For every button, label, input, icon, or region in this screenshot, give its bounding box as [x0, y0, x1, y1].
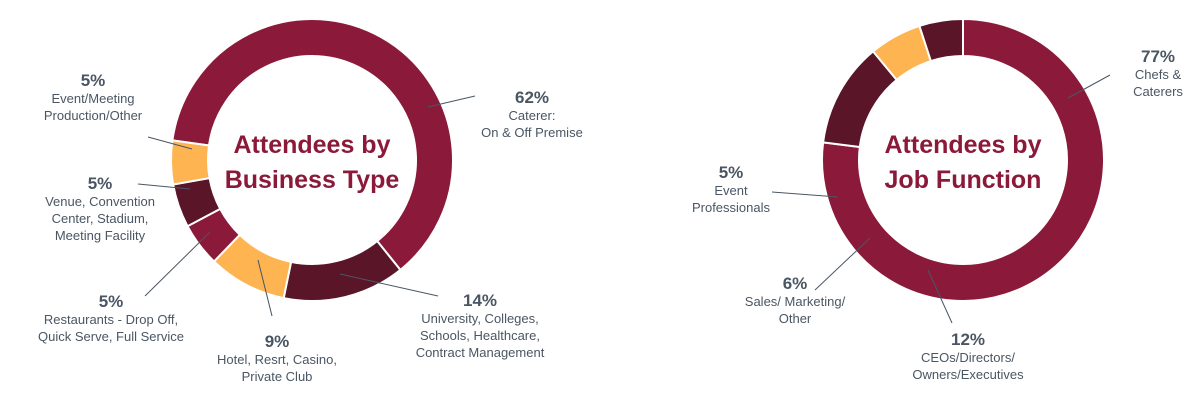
leader-line-1 — [1067, 74, 1111, 99]
slice-category-label: Chefs & — [1135, 67, 1182, 82]
donut-slice-4 — [918, 17, 964, 63]
slice-category-label: Venue, Convention — [45, 194, 155, 209]
donut-chart-1: 62%Caterer: On & Off Premise 14%University… — [38, 18, 583, 384]
slice-percent-label: 9% — [265, 332, 290, 351]
donut-chart-2: 77%Chefs & Caterers 12%CEOs/Directors/Owne… — [692, 17, 1183, 382]
slice-category-label: Professionals — [692, 200, 771, 215]
slice-category-label: Contract Management — [416, 345, 545, 360]
slice-category-label: Sales/ Marketing/ — [745, 294, 846, 309]
donut-slice-1 — [821, 17, 1105, 302]
slice-percent-label: 5% — [99, 292, 124, 311]
slice-category-label: Caterer: — [509, 108, 556, 123]
slice-category-label: Event/Meeting — [51, 91, 134, 106]
chart-title-line: Attendees by — [234, 131, 391, 159]
leader-line-4 — [144, 231, 211, 297]
slice-category-label: On & Off Premise — [481, 125, 583, 140]
leader-line-2 — [339, 273, 439, 297]
slice-category-label: Production/Other — [44, 108, 143, 123]
chart-title-line: Business Type — [225, 166, 400, 194]
slice-category-label: Quick Serve, Full Service — [38, 329, 184, 344]
leader-line-2 — [927, 269, 953, 324]
leader-line-3 — [257, 259, 273, 317]
leader-line-5 — [137, 183, 191, 190]
slice-percent-label: 5% — [88, 174, 113, 193]
slice-category-label: Schools, Healthcare, — [420, 328, 540, 343]
slice-category-label: Meeting Facility — [55, 228, 146, 243]
donut-slice-6 — [170, 139, 211, 186]
chart-title-line: Job Function — [885, 166, 1042, 194]
leader-line-6 — [147, 136, 193, 150]
slice-category-label: Other — [779, 311, 812, 326]
slice-percent-label: 6% — [783, 274, 808, 293]
slice-category-label: Owners/Executives — [912, 367, 1024, 382]
leader-line-4 — [771, 191, 839, 198]
slice-percent-label: 62% — [515, 88, 549, 107]
slice-category-label: Event — [714, 183, 748, 198]
slice-category-label: CEOs/Directors/ — [921, 350, 1015, 365]
donut-slice-2 — [282, 239, 402, 302]
slice-percent-label: 12% — [951, 330, 985, 349]
leader-line-3 — [814, 237, 871, 291]
leader-line-1 — [427, 95, 476, 108]
slice-percent-label: 5% — [719, 163, 744, 182]
slice-percent-label: 14% — [463, 291, 497, 310]
slice-category-label: Center, Stadium, — [52, 211, 149, 226]
slice-category-label: Private Club — [242, 369, 313, 384]
donut-slice-1 — [171, 18, 454, 272]
slice-category-label: Caterers — [1133, 84, 1183, 99]
slice-percent-label: 77% — [1141, 47, 1175, 66]
slice-category-label: Hotel, Resrt, Casino, — [217, 352, 337, 367]
slice-percent-label: 5% — [81, 71, 106, 90]
chart-title-line: Attendees by — [885, 131, 1042, 159]
slice-category-label: Restaurants - Drop Off, — [44, 312, 178, 327]
slice-category-label: University, Colleges, — [421, 311, 539, 326]
